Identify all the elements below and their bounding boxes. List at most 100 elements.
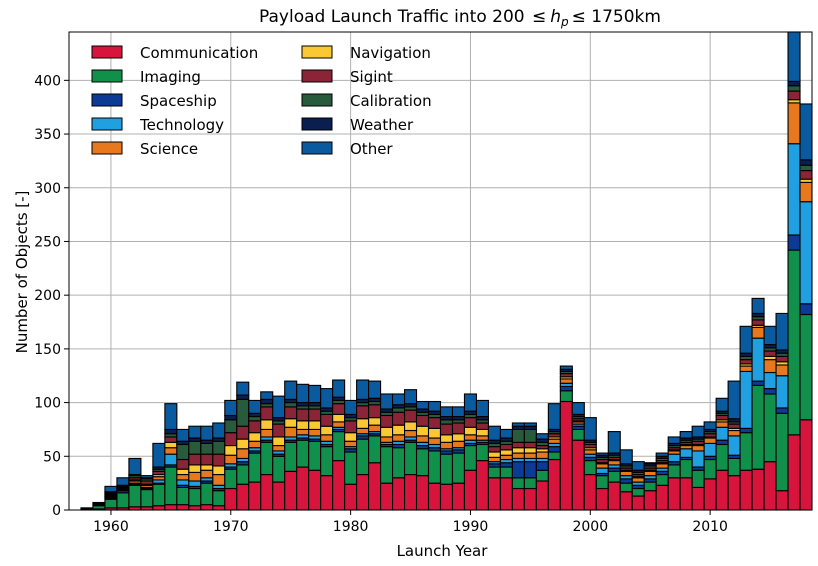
- bar-segment-imaging-2016: [775, 412, 789, 492]
- bar-segment-technology-2011: [715, 426, 729, 441]
- bar-segment-other-1998: [559, 365, 573, 370]
- legend-swatch-technology: [91, 117, 123, 131]
- bar-segment-communication-1985: [403, 474, 418, 511]
- legend-label-calibration: Calibration: [350, 92, 432, 110]
- bar-segment-navigation-1981: [356, 418, 370, 429]
- bar-segment-navigation-1968: [200, 464, 214, 471]
- x-tick-label: 1980: [333, 519, 369, 535]
- bar-segment-communication-1964: [152, 505, 166, 511]
- bar-segment-technology-2001: [595, 467, 609, 475]
- x-axis-ticks: 1960 1970 1980 1990 2000 2010: [93, 510, 728, 535]
- legend-label-technology: Technology: [139, 116, 224, 134]
- bar-segment-sigint-2013: [739, 359, 753, 365]
- bar-segment-other-2004: [631, 461, 645, 471]
- bar-segment-communication-1972: [248, 481, 262, 511]
- bar-segment-navigation-1966: [176, 468, 190, 476]
- x-tick-label: 1970: [213, 519, 249, 535]
- legend-swatch-other: [301, 141, 333, 155]
- bar-segment-navigation-1987: [427, 427, 442, 439]
- x-tick-label: 2000: [572, 519, 608, 535]
- bar-segment-imaging-1991: [475, 443, 489, 462]
- legend-label-communication: Communication: [140, 44, 258, 62]
- bar-segment-imaging-1988: [439, 453, 454, 485]
- bar-segment-navigation-1984: [392, 424, 406, 436]
- bar-segment-other-1960: [104, 485, 118, 493]
- bar-segment-imaging-1996: [535, 469, 549, 482]
- bar-segment-science-1972: [248, 440, 262, 449]
- bar-segment-other-1982: [368, 380, 382, 399]
- bar-segment-sigint-2016: [775, 355, 789, 363]
- bar-segment-other-1979: [332, 379, 346, 398]
- bar-segment-sigint-2014: [751, 319, 765, 326]
- bar-segment-navigation-1970: [224, 445, 238, 456]
- bar-segment-navigation-1991: [475, 428, 489, 437]
- bar-segment-sigint-1971: [236, 425, 250, 440]
- bar-segment-science-1974: [272, 445, 286, 452]
- bar-segment-other-1995: [523, 422, 537, 427]
- y-tick-label: 100: [34, 396, 61, 412]
- bar-segment-technology-1966: [176, 479, 190, 486]
- bar-segment-communication-1971: [236, 483, 250, 511]
- bar-segment-communication-1999: [571, 439, 585, 511]
- bar-segment-spaceship-1995: [523, 461, 537, 479]
- bar-segment-imaging-1970: [224, 468, 238, 490]
- bar-segment-sigint-1973: [260, 406, 274, 421]
- legend-label-weather: Weather: [350, 116, 414, 134]
- x-axis-label: Launch Year: [397, 542, 489, 560]
- bar-segment-navigation-1983: [380, 426, 394, 438]
- bar-segment-navigation-1978: [320, 425, 334, 436]
- bar-segment-sigint-2018: [799, 170, 813, 180]
- bar-segment-imaging-1994: [511, 477, 525, 490]
- bar-segment-imaging-1981: [356, 438, 370, 476]
- bar-segment-imaging-2018: [799, 313, 813, 421]
- y-axis-ticks: 0 50 100 150 200 250 300 350 400: [34, 73, 69, 519]
- bar-segment-other-1986: [415, 400, 430, 410]
- x-tick-label: 1990: [453, 519, 489, 535]
- bar-segment-weather-1971: [236, 394, 250, 400]
- bar-segment-science-2011: [715, 421, 729, 428]
- bar-segment-imaging-1961: [116, 492, 130, 509]
- bar-segment-communication-1975: [284, 470, 298, 511]
- bar-segment-communication-1977: [308, 469, 322, 511]
- bar-segment-navigation-1995: [523, 447, 537, 454]
- chart-title-suffix: 1750km: [586, 7, 661, 27]
- bar-segment-science-2005: [643, 470, 657, 477]
- bar-segment-imaging-2008: [679, 458, 693, 479]
- bar-segment-science-2002: [607, 460, 621, 466]
- bar-segment-imaging-2003: [619, 482, 633, 493]
- bar-segment-communication-1986: [415, 475, 430, 511]
- bar-segment-communication-2011: [715, 469, 729, 511]
- chart-title-var-sub: p: [560, 15, 569, 29]
- bar-segment-communication-2008: [679, 477, 693, 511]
- bar-segment-communication-1991: [475, 460, 489, 511]
- bar-segment-sigint-1979: [332, 403, 346, 415]
- bar-segment-weather-2018: [799, 159, 813, 166]
- bar-segment-other-1976: [296, 383, 310, 404]
- bar-segment-sigint-1984: [392, 411, 406, 426]
- bar-segment-imaging-2007: [667, 464, 681, 479]
- bar-segment-navigation-1989: [451, 433, 466, 442]
- chart-title-leq-1: ≤: [532, 7, 546, 27]
- bar-segment-other-1992: [487, 425, 501, 441]
- bar-segment-other-2000: [583, 417, 597, 441]
- bar-segment-communication-1987: [427, 482, 442, 511]
- bar-segment-sigint-1972: [248, 420, 262, 434]
- bar-segment-calibration-1972: [248, 415, 262, 422]
- bar-segment-communication-2002: [607, 481, 621, 511]
- bar-segment-communication-1990: [463, 469, 478, 511]
- bar-segment-imaging-1976: [296, 439, 310, 468]
- bar-segment-science-1985: [403, 429, 418, 438]
- bar-segment-sigint-1967: [188, 453, 202, 466]
- bar-segment-communication-1989: [451, 482, 466, 511]
- bar-segment-communication-1981: [356, 474, 370, 511]
- y-axis-label: Number of Objects [-]: [13, 191, 31, 354]
- bar-segment-calibration-2017: [787, 85, 801, 92]
- bar-segment-communication-2000: [583, 474, 597, 511]
- bar-segment-communication-2004: [631, 495, 645, 511]
- bar-segment-science-2017: [787, 102, 801, 145]
- chart-title-prefix: Payload Launch Traffic into 200: [259, 7, 530, 27]
- bar-segment-sigint-1988: [439, 423, 454, 436]
- x-tick-label: 1960: [93, 519, 129, 535]
- y-tick-label: 400: [34, 73, 61, 89]
- bar-segment-science-1991: [475, 435, 489, 441]
